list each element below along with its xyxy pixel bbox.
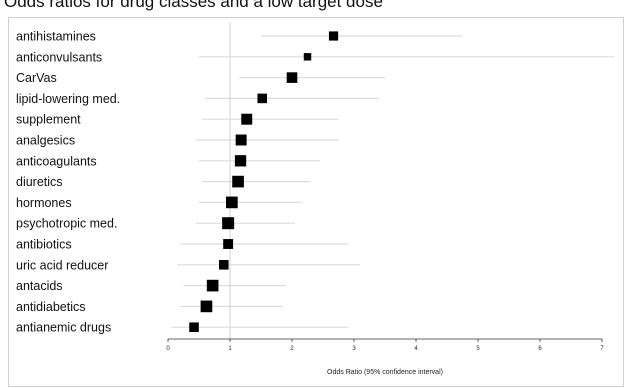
- odds-ratio-marker: [234, 155, 247, 167]
- odds-ratio-marker: [241, 113, 253, 125]
- plot-frame: [8, 17, 624, 387]
- row-label: antacids: [16, 279, 63, 293]
- row-label: analgesics: [16, 134, 75, 148]
- x-tick-label: 5: [476, 346, 480, 352]
- row-label: lipid-lowering med.: [16, 92, 120, 106]
- row-label: anticoagulants: [16, 154, 97, 168]
- odds-ratio-marker: [200, 300, 213, 313]
- odds-ratio-marker: [226, 196, 238, 209]
- x-tick-label: 1: [228, 346, 232, 352]
- x-tick-label: 0: [166, 346, 170, 352]
- row-label: psychotropic med.: [16, 217, 117, 231]
- row-label: diuretics: [16, 175, 63, 189]
- row-label: CarVas: [16, 71, 57, 85]
- odds-ratio-marker: [222, 217, 235, 230]
- row-label: antidiabetics: [16, 300, 86, 314]
- chart-title: Odds ratios for drug classes and a low t…: [4, 0, 383, 11]
- x-axis: 0 1 2 3 4 5 6 7: [166, 22, 604, 352]
- odds-ratio-marker: [219, 260, 229, 270]
- x-tick-label: 4: [414, 346, 418, 352]
- row-label: antibiotics: [16, 238, 72, 252]
- odds-ratio-marker: [206, 279, 219, 292]
- odds-ratio-marker: [235, 134, 247, 146]
- x-axis-label: Odds Ratio (95% confidence interval): [327, 369, 443, 376]
- x-tick-label: 3: [352, 346, 356, 352]
- row-label: antihistamines: [16, 30, 96, 44]
- confidence-intervals: [171, 35, 615, 328]
- odds-ratio-marker: [328, 31, 339, 41]
- row-label: supplement: [16, 113, 81, 127]
- row-label: uric acid reducer: [16, 258, 108, 272]
- odds-ratio-marker: [232, 175, 244, 188]
- x-tick-label: 2: [290, 346, 294, 352]
- row-label: hormones: [16, 196, 72, 210]
- odds-ratio-marker: [257, 93, 268, 104]
- odds-ratio-marker: [189, 322, 199, 332]
- point-estimates: [189, 31, 339, 332]
- x-tick-label: 7: [600, 346, 604, 352]
- row-label: anticonvulsants: [16, 50, 102, 64]
- odds-ratio-marker: [303, 53, 312, 61]
- odds-ratio-marker: [223, 239, 234, 249]
- x-tick-label: 6: [538, 346, 542, 352]
- odds-ratio-marker: [286, 72, 298, 83]
- row-labels: antihistamines anticonvulsants CarVas lipid…: [16, 30, 120, 335]
- row-label: antianemic drugs: [16, 321, 111, 335]
